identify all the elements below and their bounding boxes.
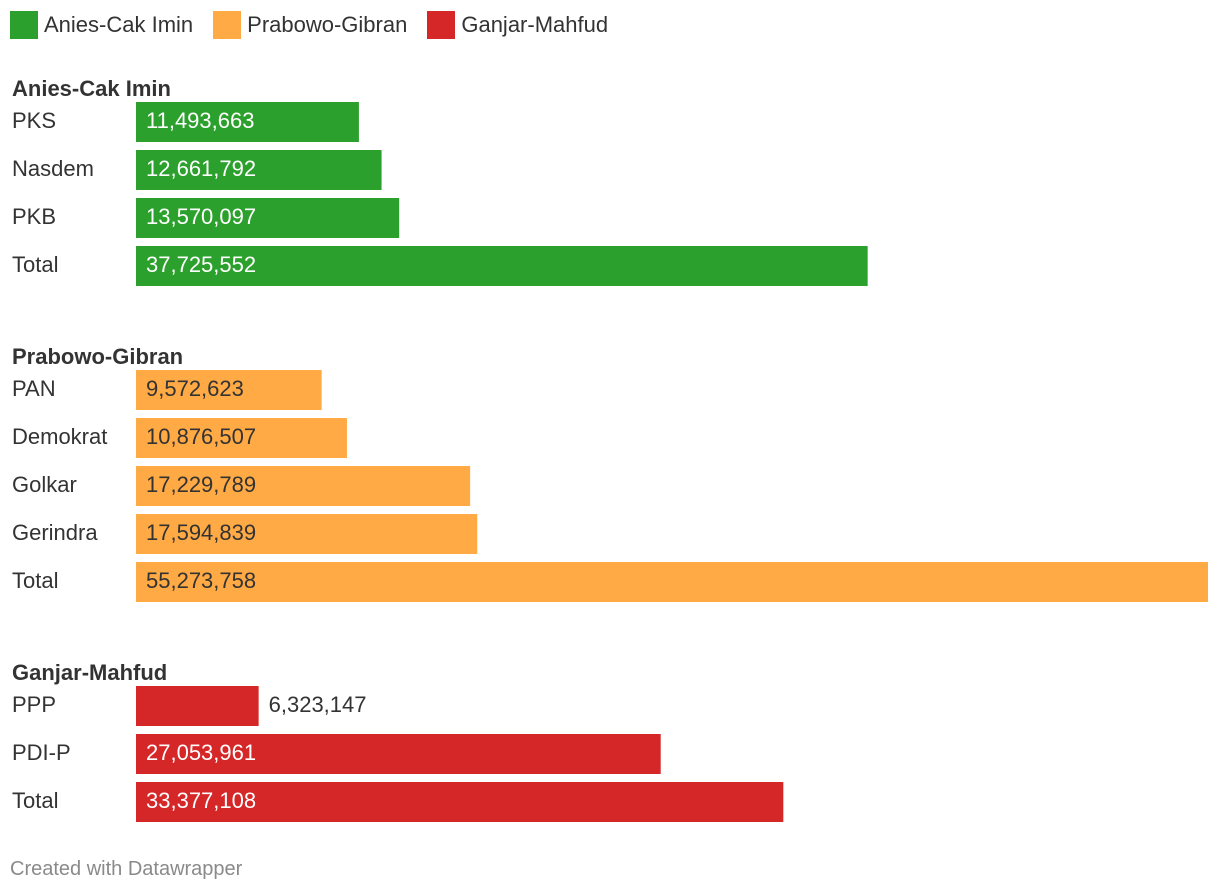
value-label: 17,594,839 [146,520,256,545]
legend-item-ganjar: Ganjar-Mahfud [427,11,608,39]
legend-item-anies: Anies-Cak Imin [10,11,193,39]
legend-swatch-ganjar [427,11,456,39]
row-label: Total [12,252,58,277]
legend-label-ganjar: Ganjar-Mahfud [461,12,609,37]
bar [136,198,400,238]
bar [136,514,478,554]
row-label: PPP [12,692,56,717]
row-label: PKS [12,108,56,133]
row-label: Nasdem [12,156,94,181]
group-title: Anies-Cak Imin [12,76,171,101]
chart-legend: Anies-Cak Imin Prabowo-Gibran Ganjar-Mah… [10,10,628,40]
value-label: 37,725,552 [146,252,256,277]
bar [136,102,359,142]
value-label: 6,323,147 [269,692,367,717]
row-label: PDI-P [12,740,71,765]
bar [136,246,868,286]
bar [136,418,347,458]
legend-label-prabowo: Prabowo-Gibran [247,12,408,37]
value-label: 11,493,663 [146,108,254,133]
value-label: 33,377,108 [146,788,256,813]
bar [136,562,1208,602]
row-label: PKB [12,204,56,229]
row-label: Golkar [12,472,77,497]
row-label: Total [12,788,58,813]
bar [136,466,471,506]
bar [136,686,259,726]
legend-label-anies: Anies-Cak Imin [44,12,194,37]
bar [136,782,784,822]
group-title: Ganjar-Mahfud [12,660,167,685]
value-label: 55,273,758 [146,568,256,593]
row-label: Total [12,568,58,593]
bar [136,734,661,774]
row-label: Demokrat [12,424,107,449]
bar [136,150,382,190]
row-label: Gerindra [12,520,98,545]
row-label: PAN [12,376,56,401]
bar [136,370,322,410]
legend-swatch-prabowo [213,11,242,39]
value-label: 9,572,623 [146,376,244,401]
value-label: 12,661,792 [146,156,256,181]
group-title: Prabowo-Gibran [12,344,183,369]
value-label: 17,229,789 [146,472,256,497]
footer-credit: Created with Datawrapper [10,858,243,880]
value-label: 27,053,961 [146,740,256,765]
legend-item-prabowo: Prabowo-Gibran [213,11,407,39]
legend-swatch-anies [10,11,38,39]
value-label: 10,876,507 [146,424,256,449]
value-label: 13,570,097 [146,204,256,229]
